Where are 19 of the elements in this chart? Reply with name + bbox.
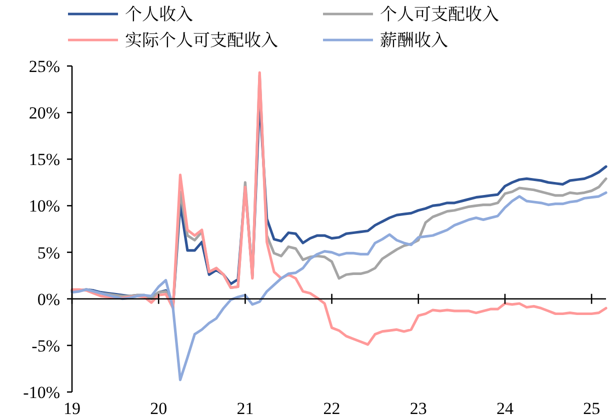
legend-label: 薪酬收入: [380, 26, 448, 51]
x-tick-label: 22: [323, 399, 340, 418]
legend-label: 个人收入: [125, 0, 193, 25]
legend-label: 个人可支配收入: [380, 0, 499, 25]
y-tick-label: -10%: [23, 383, 60, 402]
y-tick-label: 20%: [28, 104, 60, 123]
y-tick-label: 5%: [37, 243, 60, 262]
y-tick-label: 10%: [28, 196, 60, 216]
x-tick-label: 25: [583, 399, 600, 418]
x-tick-label: 24: [496, 399, 514, 418]
y-tick-label: -5%: [32, 336, 60, 356]
y-tick-label: 15%: [28, 150, 60, 170]
x-tick-label: 21: [236, 399, 254, 418]
x-tick-label: 19: [64, 399, 80, 418]
x-tick-label: 20: [150, 399, 168, 418]
y-tick-label: 0%: [37, 290, 60, 309]
y-tick-label: 25%: [28, 57, 60, 76]
x-tick-label: 23: [410, 399, 427, 418]
legend-label: 实际个人可支配收入: [125, 26, 278, 51]
